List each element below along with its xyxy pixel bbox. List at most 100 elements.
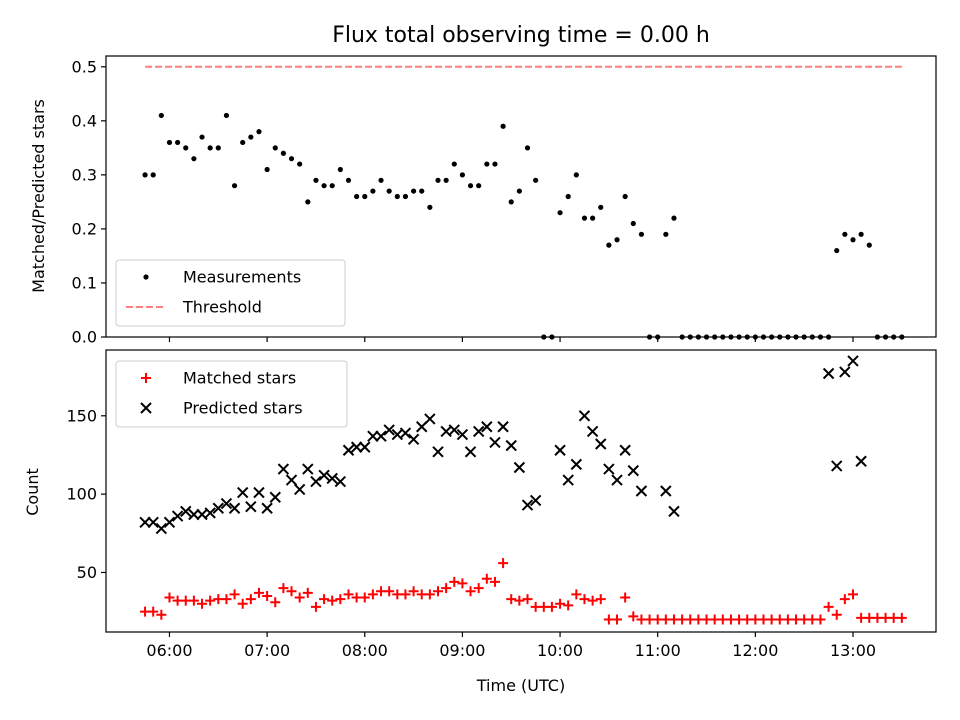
- data-point-0-0-8: [207, 145, 213, 151]
- data-point-0-0-63: [655, 334, 661, 340]
- data-point-0-0-68: [695, 334, 701, 340]
- data-point-1-0-10: [221, 594, 232, 605]
- data-point-1-1-60: [627, 464, 640, 477]
- data-point-0-0-93: [899, 334, 905, 340]
- data-point-0-0-4: [175, 139, 181, 146]
- data-point-0-0-57: [606, 242, 612, 248]
- bottom-y-axis-label: Count: [23, 468, 42, 516]
- data-point-1-1-53: [570, 458, 583, 471]
- data-point-1-1-19: [293, 483, 306, 496]
- data-point-1-1-38: [448, 424, 460, 436]
- data-point-1-1-24: [334, 475, 347, 488]
- legend-swatch-1-1: [140, 402, 152, 414]
- data-point-0-0-28: [370, 188, 376, 194]
- data-point-1-1-23: [326, 472, 338, 485]
- data-point-1-1-5: [180, 505, 192, 518]
- data-point-0-0-26: [354, 193, 360, 200]
- legend-label-0-1: Threshold: [182, 298, 262, 317]
- x-tick-label-0: 06:00: [146, 641, 192, 660]
- data-point-0-0-87: [850, 237, 856, 243]
- data-point-1-0-30: [384, 586, 395, 597]
- data-point-0-0-86: [842, 231, 848, 237]
- data-point-1-0-1: [148, 606, 159, 617]
- data-point-1-1-22: [318, 469, 330, 482]
- y-tick-label-0-5: 0.5: [72, 57, 97, 76]
- data-point-1-0-37: [441, 583, 452, 594]
- data-point-0-0-64: [663, 231, 669, 237]
- data-point-0-0-50: [549, 334, 555, 340]
- data-point-1-1-6: [188, 508, 200, 521]
- data-point-1-0-85: [831, 609, 842, 620]
- data-point-0-0-48: [533, 177, 539, 183]
- data-point-0-0-32: [402, 193, 409, 200]
- data-point-0-0-38: [451, 161, 457, 167]
- data-point-0-0-9: [215, 145, 221, 151]
- data-point-1-0-14: [253, 587, 264, 598]
- legend-label-1-1: Predicted stars: [183, 399, 303, 418]
- data-point-0-0-84: [825, 334, 832, 340]
- data-point-0-0-52: [565, 193, 571, 200]
- data-point-0-0-0: [142, 172, 148, 178]
- data-point-1-1-48: [529, 494, 542, 507]
- data-point-1-0-44: [498, 558, 509, 569]
- data-point-0-0-62: [646, 334, 653, 340]
- data-point-1-1-18: [285, 474, 298, 486]
- data-point-0-0-74: [744, 334, 750, 340]
- x-tick-label-7: 13:00: [830, 641, 876, 660]
- data-point-1-1-10: [220, 497, 233, 510]
- data-point-0-0-78: [777, 334, 783, 340]
- data-point-1-0-41: [473, 583, 484, 594]
- y-tick-label-1-0: 50: [77, 563, 97, 582]
- data-point-1-1-54: [578, 410, 591, 422]
- data-point-1-1-85: [831, 460, 843, 472]
- y-tick-label-0-0: 0.0: [72, 328, 97, 347]
- data-point-1-0-24: [335, 594, 346, 605]
- y-tick-label-1-2: 150: [66, 406, 97, 425]
- y-tick-label-0-4: 0.4: [72, 111, 97, 130]
- data-point-1-0-46: [514, 595, 525, 606]
- data-point-0-0-58: [614, 237, 620, 243]
- data-point-0-0-15: [264, 166, 270, 173]
- data-point-1-0-6: [188, 595, 199, 606]
- data-point-0-0-2: [158, 112, 164, 119]
- x-tick-label-6: 12:00: [732, 641, 778, 660]
- data-point-0-0-12: [240, 139, 246, 146]
- legend-box-1: [115, 360, 348, 428]
- data-point-0-0-18: [288, 156, 295, 162]
- data-point-0-0-85: [834, 247, 840, 254]
- bottom-panel: Count Time (UTC) 50 100 150 06:00 07:00 08:00…: [23, 349, 937, 695]
- data-point-1-0-60: [628, 611, 639, 622]
- data-point-0-0-39: [459, 172, 466, 178]
- data-point-0-0-82: [809, 334, 815, 340]
- data-point-1-1-35: [424, 413, 436, 425]
- data-point-1-1-30: [383, 424, 395, 436]
- data-point-1-1-4: [171, 510, 184, 522]
- data-point-1-1-40: [464, 446, 477, 458]
- data-point-0-0-27: [362, 193, 368, 200]
- data-point-1-1-33: [407, 433, 420, 446]
- data-point-1-0-3: [164, 592, 175, 603]
- data-point-1-0-8: [205, 595, 216, 606]
- data-point-1-0-11: [229, 589, 240, 600]
- data-point-0-0-40: [467, 183, 474, 189]
- data-point-0-0-92: [891, 334, 897, 340]
- y-tick-label-0-3: 0.3: [72, 165, 97, 184]
- data-point-1-1-28: [367, 430, 379, 442]
- data-point-1-1-16: [269, 491, 281, 503]
- data-point-1-1-61: [635, 485, 648, 497]
- y-tick-label-1-1: 100: [66, 485, 97, 504]
- y-tick-label-0-1: 0.1: [72, 273, 97, 292]
- data-point-1-1-17: [277, 463, 290, 475]
- data-point-1-1-20: [302, 463, 314, 475]
- data-point-0-0-25: [345, 177, 352, 183]
- legend-swatch-0-0: [143, 274, 149, 280]
- data-point-0-0-14: [256, 129, 262, 135]
- data-point-0-0-19: [297, 161, 303, 167]
- data-point-0-0-72: [728, 334, 734, 340]
- data-point-1-0-15: [262, 590, 273, 601]
- data-point-1-1-47: [521, 499, 534, 511]
- data-point-1-1-2: [155, 522, 168, 535]
- data-point-1-0-42: [481, 573, 492, 584]
- data-point-1-1-41: [472, 425, 485, 438]
